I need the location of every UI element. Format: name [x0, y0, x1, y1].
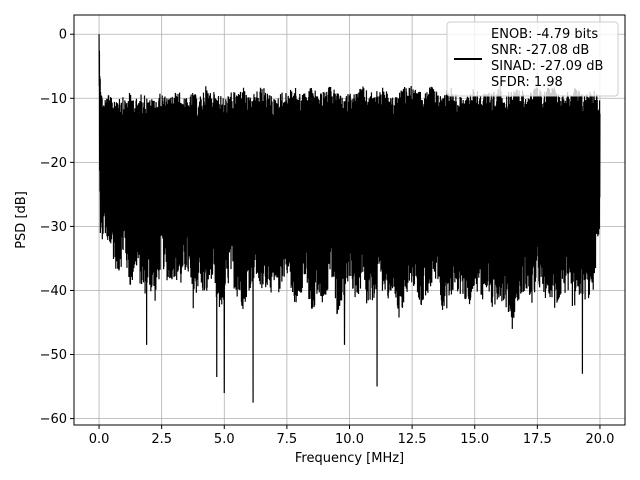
legend-entry-sfdr: SFDR: 1.98: [491, 75, 563, 90]
x-tick-label: 10.0: [335, 432, 364, 447]
y-tick-label: −50: [40, 348, 67, 363]
x-tick-label: 15.0: [460, 432, 489, 447]
legend: ENOB: -4.79 bits SNR: -27.08 dB SINAD: -…: [446, 21, 619, 97]
legend-entry-sinad: SINAD: -27.09 dB: [491, 59, 603, 74]
legend-box: [446, 21, 619, 97]
y-tick-label: 0: [59, 28, 67, 43]
legend-entry-snr: SNR: -27.08 dB: [491, 43, 589, 58]
data-layer: [98, 34, 601, 403]
x-tick-label: 5.0: [214, 432, 235, 447]
x-tick-label: 0.0: [89, 432, 110, 447]
x-tick-label: 2.5: [151, 432, 172, 447]
axes-layer: 0.0 2.5 5.0 7.5 10.0 12.5 15.0 17.5 20.0 0 −10 −20 −…: [40, 14, 626, 447]
y-tick-label: −20: [40, 156, 67, 171]
x-tick-label: 12.5: [398, 432, 427, 447]
y-tick-label: −30: [40, 220, 67, 235]
y-tick-label: −40: [40, 284, 67, 299]
x-axis-label: Frequency [MHz]: [295, 451, 404, 466]
x-tick-label: 7.5: [277, 432, 298, 447]
x-tick-label: 17.5: [523, 432, 552, 447]
y-axis-label: PSD [dB]: [14, 191, 29, 249]
legend-entry-enob: ENOB: -4.79 bits: [491, 27, 598, 42]
x-tick-label: 20.0: [585, 432, 614, 447]
y-tick-label: −60: [40, 412, 67, 427]
psd-series-line: [98, 34, 601, 403]
y-tick-label: −10: [40, 92, 67, 107]
